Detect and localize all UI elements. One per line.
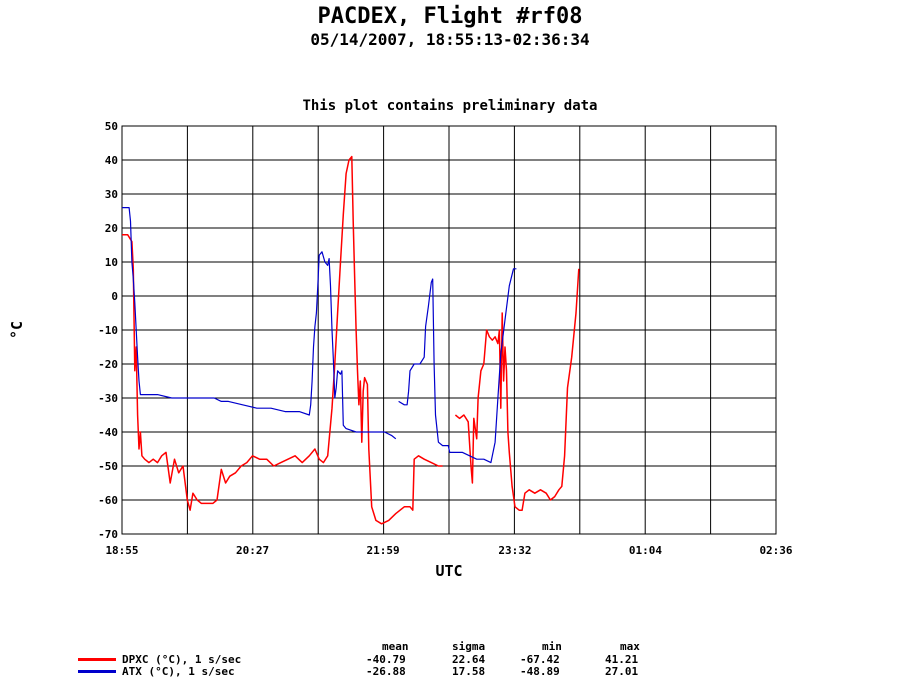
- stat-atx-sigma: 17.58: [452, 665, 486, 678]
- y-tick-label: 20: [105, 222, 118, 235]
- y-tick-label: 50: [105, 120, 118, 133]
- y-tick-label: 40: [105, 154, 118, 167]
- chart-title: PACDEX, Flight #rf08: [317, 4, 583, 29]
- legend-swatch-atx: [78, 670, 116, 673]
- series-line-atx: [122, 207, 397, 440]
- stats-header-max: max: [620, 640, 640, 653]
- y-tick-label: 0: [111, 290, 118, 303]
- stat-dpxc-max: 41.21: [605, 653, 639, 666]
- legend-swatch-dpxc: [78, 658, 116, 661]
- x-axis-label: UTC: [435, 562, 462, 580]
- stat-dpxc-sigma: 22.64: [452, 653, 486, 666]
- stat-dpxc-min: -67.42: [520, 653, 560, 666]
- x-tick-label: 20:27: [236, 544, 269, 557]
- stats-header-sigma: sigma: [452, 640, 486, 653]
- chart-subtitle: 05/14/2007, 18:55:13-02:36:34: [310, 30, 590, 49]
- legend-label-dpxc: DPXC (°C), 1 s/sec: [122, 653, 242, 666]
- y-tick-label: -10: [98, 324, 118, 337]
- y-tick-label: 10: [105, 256, 118, 269]
- y-tick-label: -70: [98, 528, 118, 541]
- y-tick-label: -40: [98, 426, 118, 439]
- legend-label-atx: ATX (°C), 1 s/sec: [122, 665, 235, 678]
- y-tick-label: -60: [98, 494, 118, 507]
- y-tick-label: -20: [98, 358, 118, 371]
- y-tick-label: -50: [98, 460, 118, 473]
- series-line-dpxc: [454, 268, 580, 511]
- stat-dpxc-mean: -40.79: [366, 653, 406, 666]
- x-tick-label: 23:32: [498, 544, 531, 557]
- stat-atx-max: 27.01: [605, 665, 639, 678]
- x-tick-label: 21:59: [366, 544, 399, 557]
- series-line-dpxc: [122, 155, 443, 525]
- x-tick-label: 01:04: [629, 544, 662, 557]
- stats-header-mean: mean: [382, 640, 409, 653]
- stats-header-min: min: [542, 640, 562, 653]
- x-tick-label: 02:36: [759, 544, 792, 557]
- y-tick-label: -30: [98, 392, 118, 405]
- y-axis-label: °C: [8, 321, 26, 339]
- stat-atx-min: -48.89: [520, 665, 560, 678]
- series-line-atx: [398, 268, 517, 464]
- stat-atx-mean: -26.88: [366, 665, 406, 678]
- x-tick-label: 18:55: [105, 544, 138, 557]
- preliminary-note: This plot contains preliminary data: [302, 98, 598, 114]
- y-tick-label: 30: [105, 188, 118, 201]
